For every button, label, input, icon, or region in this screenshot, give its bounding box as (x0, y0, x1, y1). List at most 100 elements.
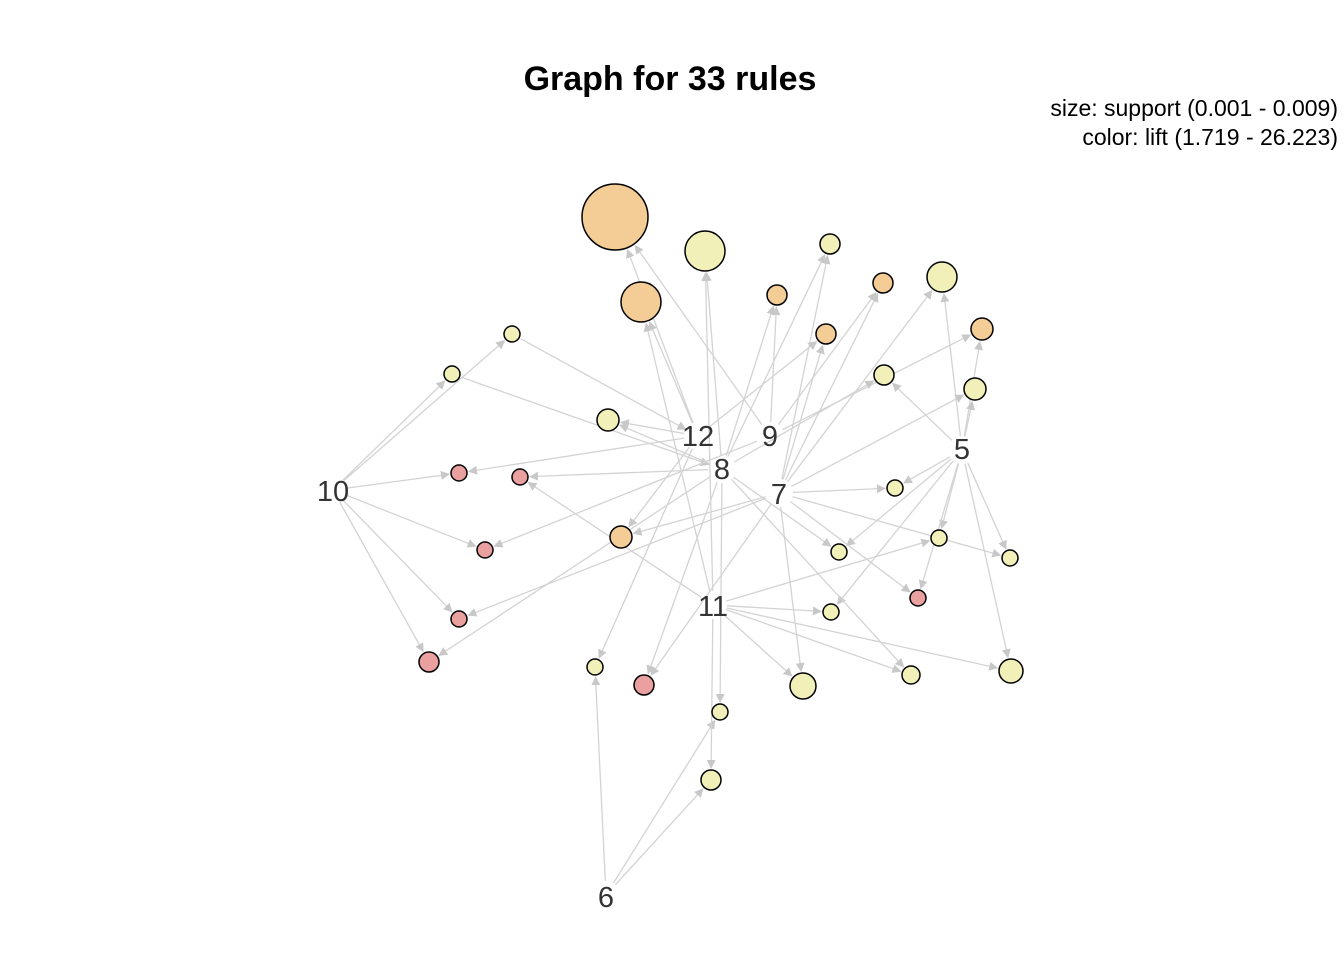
rule-node (476, 541, 494, 559)
rule-node (586, 658, 604, 676)
rule-edge (628, 446, 691, 528)
rule-edge (727, 253, 826, 457)
rule-edge (891, 382, 953, 441)
rule-edge (345, 494, 477, 548)
item-label: 5 (954, 434, 970, 466)
rule-node (970, 317, 994, 341)
rule-edge (598, 448, 693, 659)
rule-node (872, 272, 894, 294)
rule-node (633, 674, 655, 696)
rule-edge (782, 344, 825, 480)
rule-node (815, 323, 837, 345)
rule-node (581, 183, 649, 251)
rule-edge (461, 376, 710, 466)
rule-node (711, 703, 729, 721)
rule-edge (918, 463, 959, 590)
rule-edge (346, 470, 450, 489)
rule-edge (715, 482, 725, 703)
rule-node (609, 525, 633, 549)
rule-edge (726, 605, 822, 616)
rule-edge (626, 248, 694, 424)
rule-edge (939, 463, 960, 530)
rule-edge (342, 499, 453, 613)
rule-edge (846, 458, 952, 547)
rule-edge (634, 244, 763, 425)
rule-edge (708, 340, 818, 428)
rule-edge (781, 254, 831, 480)
item-label: 12 (682, 421, 714, 453)
rule-node (766, 284, 788, 306)
rule-edge (529, 468, 709, 481)
rule-edge (836, 460, 954, 605)
rule-edge (726, 607, 999, 671)
rule-edge (940, 293, 962, 437)
rule-node (963, 377, 987, 401)
rule-edge (731, 478, 905, 668)
rule-edge (468, 437, 685, 475)
item-label: 9 (762, 421, 778, 453)
rule-edge (339, 501, 424, 653)
rule-node (926, 261, 958, 293)
rule-node (789, 672, 817, 700)
rule-edge (520, 338, 687, 430)
rule-edge (725, 609, 902, 673)
rule-edge (789, 500, 911, 593)
rule-edge (342, 380, 446, 481)
edges (339, 244, 1011, 886)
rule-edge (964, 463, 1011, 659)
rule-edge (706, 618, 716, 769)
rule-node (443, 365, 461, 383)
rule-edge (791, 394, 965, 487)
rule-node (684, 230, 726, 272)
rule-node (450, 464, 468, 482)
rule-edge (493, 440, 758, 548)
rule-edge (792, 496, 1002, 558)
rule-edge (467, 497, 767, 617)
rule-edge (722, 613, 793, 677)
graph-title: Graph for 33 rules (524, 60, 817, 98)
rule-node (930, 529, 948, 547)
rule-edge (784, 292, 879, 481)
rule-edge (770, 306, 781, 423)
rule-node (418, 651, 440, 673)
rule-edge (777, 291, 877, 426)
item-labels: 5 6 7 8 9 10 11 12 (317, 421, 970, 914)
rule-edge (733, 476, 832, 547)
rule-node (830, 543, 848, 561)
rule-edge (632, 496, 766, 536)
rule-edge (619, 419, 685, 435)
rule-edge (967, 462, 1007, 550)
rule-node (822, 603, 840, 621)
rule-edge (343, 340, 506, 482)
rule-edge (726, 538, 931, 602)
rule-node (873, 364, 895, 386)
item-label: 8 (714, 454, 730, 486)
legend-color: color: lift (1.719 - 26.223) (1082, 124, 1338, 150)
rule-node (909, 589, 927, 607)
rule-edge (902, 456, 951, 484)
rule-edge (619, 424, 710, 465)
rule-node (620, 281, 662, 323)
rule-edge (964, 400, 976, 437)
rule-node (511, 468, 529, 486)
rule-edge (650, 504, 772, 676)
rule-node (450, 610, 468, 628)
rule-edge (643, 322, 711, 592)
rule-edge (702, 272, 722, 456)
rule-node (901, 665, 921, 685)
rule-edge (792, 484, 886, 494)
rule-nodes (418, 183, 1024, 791)
rule-node (1001, 549, 1019, 567)
rule-node (503, 325, 521, 343)
item-label: 11 (698, 591, 728, 623)
item-label: 6 (598, 882, 614, 914)
rule-edge (648, 321, 694, 424)
rule-node (596, 408, 620, 432)
rule-edge (786, 289, 933, 483)
rule-edge (733, 380, 875, 463)
rule-node (886, 479, 904, 497)
rule-edge (614, 788, 704, 886)
rule-node (819, 233, 841, 255)
rule-edge (701, 272, 714, 592)
